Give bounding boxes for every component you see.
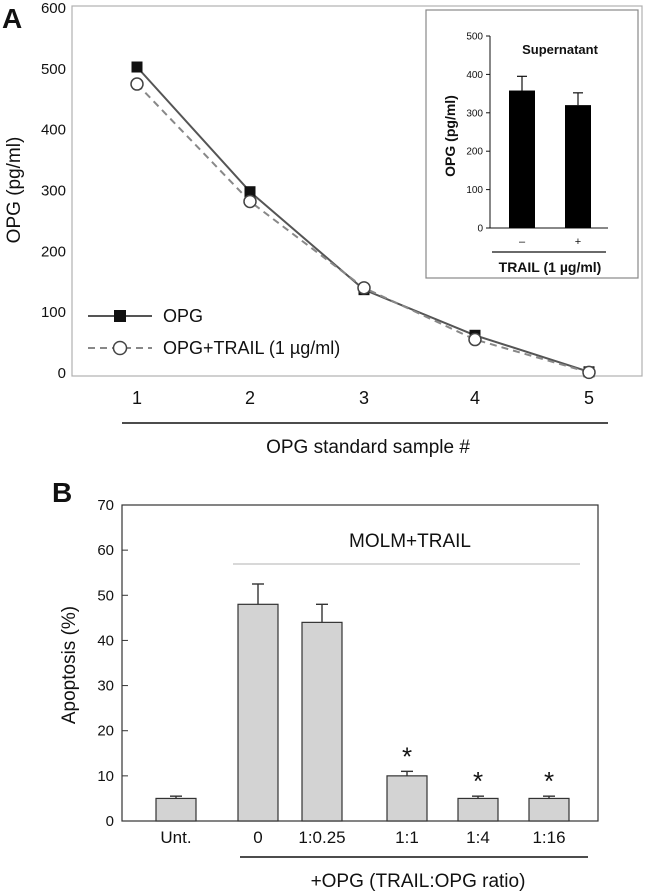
inset-y-tick-label: 200 — [466, 147, 483, 158]
legend-opg-marker — [114, 310, 126, 322]
inset-bar — [565, 105, 591, 228]
panel-b-significance-star: * — [402, 741, 412, 771]
panel-a-plot-frame — [71, 5, 643, 377]
panel-a-series — [130, 61, 596, 380]
panel-b-bar — [457, 797, 499, 822]
opg-point — [244, 186, 256, 198]
panel-b-group-label: MOLM+TRAIL — [349, 531, 471, 552]
panel-b-y-tick-label: 20 — [97, 723, 114, 740]
opg-trail-point — [582, 365, 596, 380]
panel-a-y-tick-label: 200 — [41, 243, 66, 260]
legend-opg-trail-marker — [112, 340, 128, 356]
panel-a-ylabel: OPG (pg/ml) — [4, 137, 25, 244]
inset-y-tick-label: 0 — [477, 224, 483, 235]
panel-b-x-tick-label: 1:0.25 — [298, 828, 345, 847]
inset-y-tick-label: 400 — [466, 70, 483, 81]
panel-a-x-tick-label: 4 — [470, 388, 480, 408]
panel-b-bar — [528, 797, 570, 822]
panel-b-bar — [386, 775, 428, 822]
panel-a-x-tick-label: 5 — [584, 388, 594, 408]
legend-opg-trail-label: OPG+TRAIL (1 µg/ml) — [163, 338, 340, 358]
panel-a-x-tick-label: 1 — [132, 388, 142, 408]
panel-b-x-tick-label: 1:1 — [395, 828, 419, 847]
inset-x-tick-label: + — [575, 236, 581, 248]
panel-b-bar — [301, 621, 343, 822]
panel-a-y-tick-label: 0 — [58, 365, 66, 382]
opg-trail-point — [468, 332, 482, 347]
panel-b-y-tick-label: 70 — [97, 497, 114, 514]
inset-x-tick-label: – — [519, 236, 526, 248]
legend-opg-label: OPG — [163, 306, 203, 326]
panel-a-y-tick-label: 400 — [41, 122, 66, 139]
panel-b-significance-star: * — [544, 766, 554, 796]
panel-b-y-tick-label: 10 — [97, 768, 114, 785]
panel-b-label: B — [52, 477, 72, 508]
panel-a-y-tick-label: 300 — [41, 183, 66, 200]
panel-a-label: A — [2, 3, 22, 34]
panel-b-y-tick-label: 0 — [106, 813, 114, 830]
opg-trail-point — [243, 194, 257, 209]
panel-b-y-tick-label: 40 — [97, 632, 114, 649]
inset-plot: 0 100 200 300 400 500 Supernatant – + — [466, 32, 608, 248]
panel-b-x-tick-label: Unt. — [160, 828, 191, 847]
panel-b-bar — [155, 797, 197, 822]
inset-bar — [509, 90, 535, 228]
panel-b-y-tick-label: 50 — [97, 587, 114, 604]
panel-b-x-tick-label: 0 — [253, 828, 262, 847]
inset-y-tick-label: 500 — [466, 32, 483, 43]
panel-b-bar — [237, 603, 279, 822]
panel-a-xlabel: OPG standard sample # — [266, 437, 470, 458]
opg-trail-point — [357, 281, 371, 295]
panel-b-ylabel: Apoptosis (%) — [59, 606, 80, 724]
panel-b-bars: Unt. 0 1:0.25 1:1 * 1:4 * 1:16 * — [155, 583, 570, 847]
panel-a-y-tick-label: 500 — [41, 61, 66, 78]
inset-y-tick-label: 300 — [466, 108, 483, 119]
panel-b-x-tick-label: 1:16 — [532, 828, 565, 847]
opg-trail-point — [130, 77, 144, 91]
panel-a-y-tick-label: 100 — [41, 304, 66, 321]
inset-ylabel: OPG (pg/ml) — [442, 95, 458, 177]
panel-a-x-tick-label: 2 — [245, 388, 255, 408]
inset-title: Supernatant — [522, 42, 599, 57]
panel-a-legend: OPG OPG+TRAIL (1 µg/ml) — [88, 306, 340, 358]
panel-b-y-tick-label: 60 — [97, 542, 114, 559]
panel-a-y-tick-label: 600 — [41, 0, 66, 17]
opg-point — [131, 61, 143, 73]
inset-y-tick-label: 100 — [466, 185, 483, 196]
panel-b-xlabel: +OPG (TRAIL:OPG ratio) — [311, 871, 526, 892]
panel-a-x-tick-label: 3 — [359, 388, 369, 408]
panel-b-significance-star: * — [473, 766, 483, 796]
inset-xlabel: TRAIL (1 µg/ml) — [499, 259, 602, 275]
panel-b-x-tick-label: 1:4 — [466, 828, 490, 847]
panel-b-y-tick-label: 30 — [97, 678, 114, 695]
panel-a-y-ticks: 0 100 200 300 400 500 600 — [41, 0, 66, 382]
panel-a-x-ticks: 1 2 3 4 5 — [132, 388, 594, 408]
panel-b-plot-frame — [121, 504, 599, 822]
panel-b-y-ticks: 0 10 20 30 40 50 60 70 — [97, 497, 128, 830]
